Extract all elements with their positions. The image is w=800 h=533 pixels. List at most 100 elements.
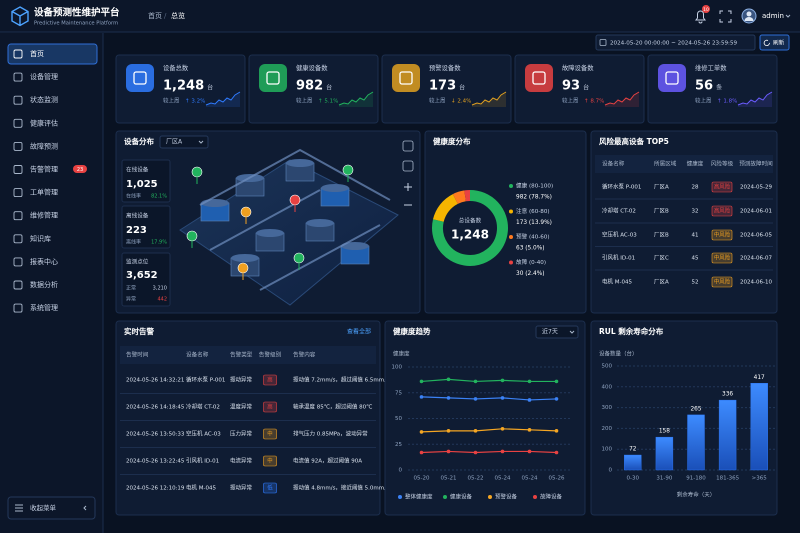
map-tool[interactable]: [402, 160, 414, 172]
point: [419, 430, 424, 434]
stat-label: 离线设备: [126, 212, 149, 220]
kpi-value: 173: [429, 79, 456, 94]
avatar-body: [744, 17, 754, 21]
panel-title: RUL 剩余寿命分布: [599, 326, 664, 336]
kpi-label: 维修工单数: [695, 63, 727, 72]
table-cell: 引风机 ID-01: [186, 457, 219, 465]
table-cell: 2024-05-26 13:50:33: [126, 432, 185, 438]
table-cell: 空压机 AC-03: [186, 430, 221, 438]
date-picker[interactable]: [595, 34, 756, 51]
kpi-value: 982: [296, 79, 323, 94]
level-badge: [263, 455, 277, 467]
table-header: [120, 346, 376, 364]
date-range[interactable]: 2024-05-20 00:00:00 ~ 2024-05-26 23:59:5…: [610, 41, 738, 47]
menu-item[interactable]: 首页: [30, 49, 44, 58]
area-select[interactable]: [159, 135, 209, 149]
bell-icon[interactable]: [695, 10, 706, 24]
panel-title: 健康度分布: [433, 136, 471, 146]
point: [554, 450, 559, 455]
bar: [750, 383, 768, 471]
bar: [687, 414, 705, 471]
menu-item[interactable]: 数据分析: [30, 280, 58, 289]
menu-item[interactable]: 维修管理: [30, 211, 58, 220]
breadcrumb-separator: /: [164, 12, 167, 20]
series-line: [421, 378, 557, 383]
level-text: 中风险: [714, 254, 731, 262]
machine-top: [286, 159, 314, 167]
refresh-label[interactable]: 刷新: [773, 39, 785, 47]
x-tick-label: 05-24: [495, 476, 511, 482]
stat-label: 监测点位: [126, 258, 149, 266]
level-text: 高: [267, 376, 273, 384]
table-cell: 45: [692, 256, 699, 262]
refresh-button[interactable]: [759, 34, 790, 51]
y-tick-label: 300: [602, 405, 613, 411]
breadcrumb-item[interactable]: 首页: [148, 11, 162, 20]
level-badge: [711, 181, 733, 193]
range-select[interactable]: [535, 325, 579, 339]
machine-top: [321, 184, 349, 192]
menu-item[interactable]: 知识库: [30, 234, 51, 243]
table-header-cell: 健康度: [687, 160, 704, 168]
legend-label: 故障设备: [540, 493, 563, 501]
legend-dot: [509, 209, 513, 214]
menu-item[interactable]: 健康评估: [30, 118, 58, 127]
collapse-label[interactable]: 收起菜单: [30, 503, 57, 512]
menu-icon: [13, 303, 23, 313]
legend-dot: [509, 260, 513, 265]
table-cell: 引风机 ID-01: [602, 254, 635, 262]
kpi-change: ↓ 2.4%: [451, 98, 471, 105]
level-badge: [263, 482, 277, 494]
table-cell: 2024-05-29: [740, 185, 772, 191]
y-tick-label: 0: [399, 468, 403, 474]
user-caret: [785, 14, 791, 18]
notification-badge: [702, 5, 710, 13]
legend-label: 预警 (40-60): [516, 233, 550, 241]
collapse-button[interactable]: [7, 496, 96, 520]
x-tick-label: 05-20: [414, 476, 430, 482]
y-tick-label: 100: [392, 365, 403, 371]
legend-value: 63 (5.0%): [516, 246, 544, 252]
stat-label: 正常: [126, 285, 136, 292]
menu-icon: [13, 188, 23, 198]
y-axis-label: 健康度: [393, 350, 410, 358]
point: [527, 398, 532, 402]
range-value[interactable]: 近7天: [542, 328, 558, 336]
kpi-icon: [392, 64, 420, 92]
sparkline-area: [339, 92, 373, 107]
series-line: [421, 428, 557, 433]
area-value[interactable]: 厂区A: [166, 139, 183, 146]
menu-item[interactable]: 工单管理: [30, 188, 58, 197]
menu-item[interactable]: 系统管理: [30, 303, 58, 312]
table-cell: 2024-05-26 14:18:45: [126, 405, 185, 411]
menu-item[interactable]: 故障预测: [30, 141, 58, 150]
point: [446, 449, 451, 454]
user-name[interactable]: admin: [762, 12, 784, 20]
kpi-change: ↑ 1.8%: [717, 98, 737, 105]
menu-item[interactable]: 告警管理: [30, 165, 58, 174]
fullscreen-icon[interactable]: [719, 10, 732, 23]
table-cell: 2024-05-26 14:32:21: [126, 378, 184, 384]
legend-label: 预警设备: [495, 493, 518, 501]
kpi-unit: 台: [207, 84, 213, 92]
stat-label: 异常: [126, 296, 136, 303]
machine-top: [256, 229, 284, 237]
zoom-in[interactable]: [404, 183, 412, 191]
sparkline: [338, 91, 374, 106]
legend-dot: [533, 495, 537, 499]
menu-item[interactable]: 报表中心: [30, 257, 58, 266]
table-cell: 轴承温度 85℃，超过阈值 80℃: [293, 403, 372, 411]
table-cell: 厂区B: [654, 232, 669, 239]
legend-dot: [443, 495, 447, 499]
legend-dot: [509, 235, 513, 239]
stat-normal: 3,210: [153, 286, 167, 292]
menu-item[interactable]: 状态监测: [30, 95, 58, 104]
table-header: [595, 155, 773, 173]
map-tool[interactable]: [402, 140, 414, 152]
table-cell: 温度异常: [230, 403, 253, 411]
level-badge: [711, 252, 733, 264]
point: [527, 449, 532, 454]
legend-value: 982 (78.7%): [516, 195, 552, 201]
view-all-link[interactable]: 查看全部: [347, 328, 371, 336]
menu-item[interactable]: 设备管理: [30, 72, 58, 81]
